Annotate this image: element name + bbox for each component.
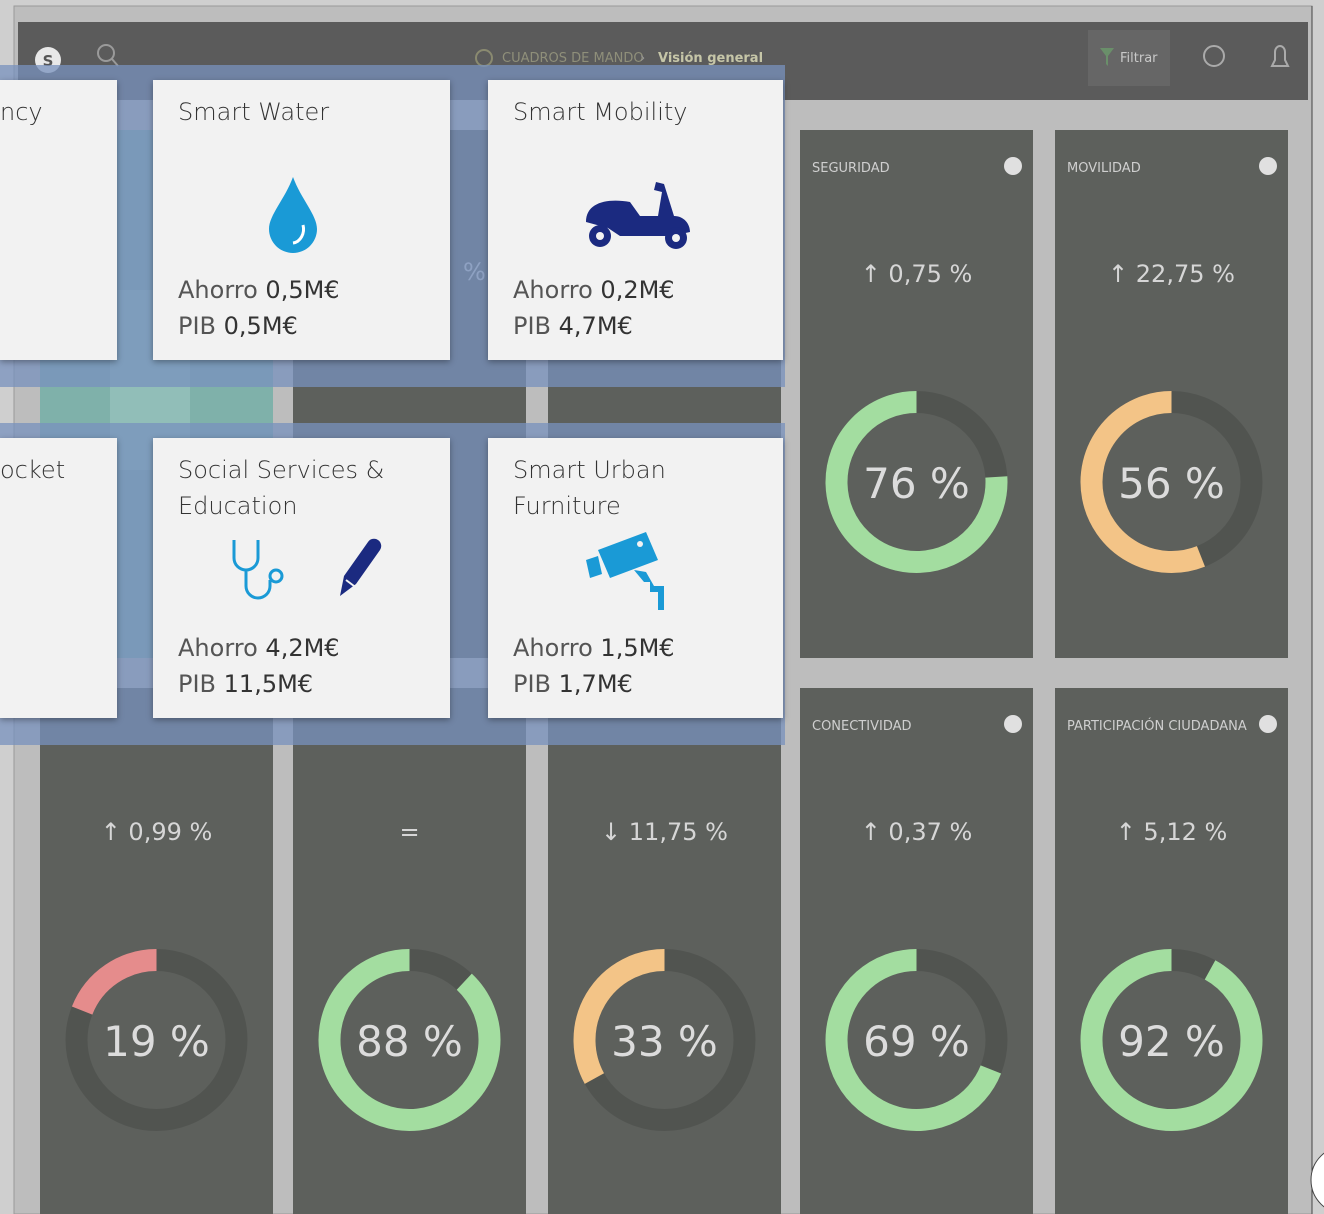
card-title: Smart Urban Furniture — [513, 452, 773, 524]
tile-value: 56 % — [1118, 459, 1225, 508]
tile-change: = — [399, 818, 419, 846]
tile-value: 92 % — [1118, 1017, 1225, 1066]
card[interactable]: ncy — [0, 80, 117, 360]
breadcrumb-section[interactable]: CUADROS DE MANDO — [502, 51, 644, 66]
tile-change: ↑ 5,12 % — [1116, 818, 1228, 846]
tile-icon — [1259, 157, 1277, 175]
card-title: Smart Mobility — [513, 94, 773, 130]
tile-title: CONECTIVIDAD — [812, 719, 912, 734]
camera-icon — [584, 530, 674, 615]
savings-label: Ahorro — [178, 276, 258, 304]
scooter-icon — [580, 172, 695, 252]
tile-value: 88 % — [356, 1017, 463, 1066]
tile-value: 69 % — [863, 1017, 970, 1066]
filter-label: Filtrar — [1120, 51, 1158, 66]
water-icon — [263, 175, 323, 255]
gdp-label: PIB — [513, 670, 551, 698]
gdp-value: 4,7M€ — [559, 312, 633, 340]
card-title: Smart Water — [178, 94, 440, 130]
education-icons — [228, 536, 398, 616]
gdp-value: 11,5M€ — [224, 670, 313, 698]
tile-icon — [1004, 157, 1022, 175]
card[interactable]: ocket — [0, 438, 117, 718]
gdp-label: PIB — [513, 312, 551, 340]
savings-label: Ahorro — [513, 276, 593, 304]
tile-value: 33 % — [611, 1017, 718, 1066]
tile-value: 19 % — [103, 1017, 210, 1066]
tile-title: SEGURIDAD — [812, 161, 890, 176]
tile-title: PARTICIPACIÓN CIUDADANA — [1067, 718, 1247, 734]
gdp-label: PIB — [178, 312, 216, 340]
breadcrumb-separator: › — [640, 51, 645, 66]
card-title: ocket — [0, 452, 107, 488]
gdp-label: PIB — [178, 670, 216, 698]
tile-change: ↑ 0,75 % — [861, 260, 973, 288]
savings-value: 0,2M€ — [600, 276, 674, 304]
page: S CUADROS DE MANDO › Visión general Filt… — [0, 0, 1324, 1214]
card[interactable]: Smart Water Ahorro 0,5M€ PIB 0,5M€ — [153, 80, 450, 360]
savings-value: 0,5M€ — [265, 276, 339, 304]
gdp-value: 0,5M€ — [224, 312, 298, 340]
tile-icon — [1259, 715, 1277, 733]
card[interactable]: Social Services & Education Ahorro 4,2M€… — [153, 438, 450, 718]
gdp-value: 1,7M€ — [559, 670, 633, 698]
tile-value: 76 % — [863, 459, 970, 508]
tile-change: ↑ 0,99 % — [101, 818, 213, 846]
card[interactable]: Smart Urban Furniture Ahorro 1,5M€ PIB 1… — [488, 438, 783, 718]
breadcrumb-page: Visión general — [658, 51, 763, 66]
tile-title: MOVILIDAD — [1067, 161, 1141, 176]
card-title: ncy — [0, 94, 107, 130]
tile-icon — [1004, 715, 1022, 733]
tile-change: ↑ 0,37 % — [861, 818, 973, 846]
card[interactable]: Smart Mobility Ahorro 0,2M€ PIB 4,7M€ — [488, 80, 783, 360]
tile-change: ↑ 22,75 % — [1108, 260, 1235, 288]
card-title: Social Services & Education — [178, 452, 440, 524]
tile-change: ↓ 11,75 % — [601, 818, 728, 846]
savings-value: 4,2M€ — [265, 634, 339, 662]
savings-label: Ahorro — [178, 634, 258, 662]
savings-value: 1,5M€ — [600, 634, 674, 662]
savings-label: Ahorro — [513, 634, 593, 662]
